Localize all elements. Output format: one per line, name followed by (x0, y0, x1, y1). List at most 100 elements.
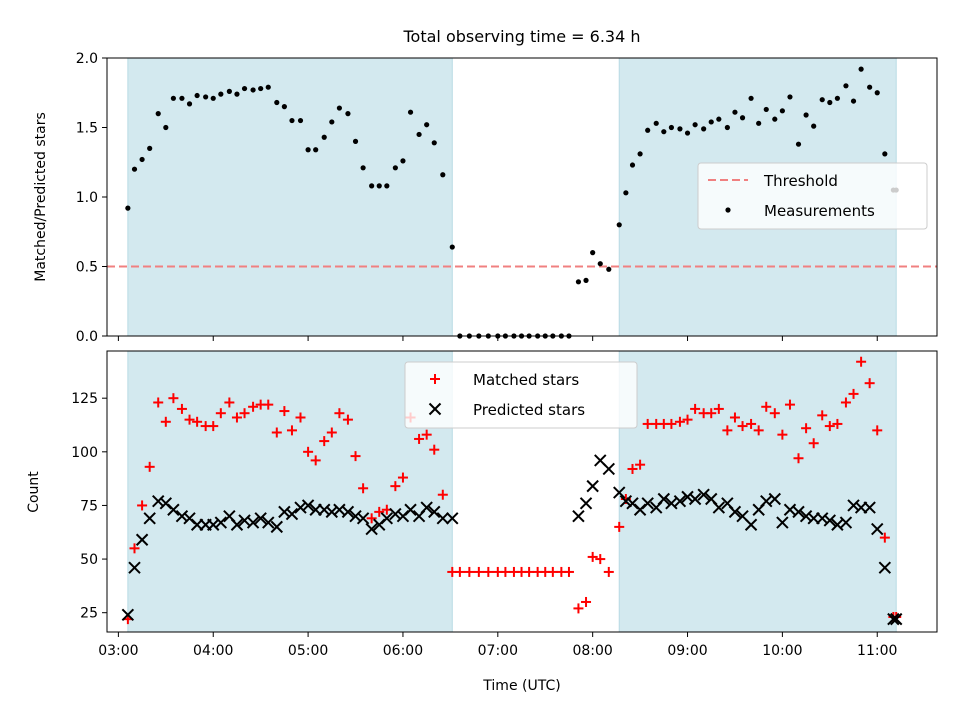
measurement-point (155, 111, 161, 117)
measurement-point (336, 105, 342, 111)
matched-point (587, 551, 598, 562)
matched-point (722, 425, 733, 436)
measurement-point (779, 108, 785, 114)
measurement-point (661, 129, 667, 135)
legend-matched-label: Matched stars (473, 371, 579, 389)
measurement-point (867, 84, 873, 90)
matched-star-points (122, 356, 902, 625)
matched-point (454, 566, 465, 577)
measurement-point (874, 90, 880, 96)
predicted-point (823, 514, 837, 527)
predicted-point (167, 503, 180, 516)
matched-point (674, 416, 685, 427)
predicted-point (135, 533, 149, 546)
predicted-point (712, 501, 726, 514)
predicted-point (697, 488, 710, 501)
measurement-point (583, 277, 589, 283)
predicted-point (318, 503, 331, 516)
predicted-point (799, 509, 813, 523)
matched-point (729, 412, 740, 423)
matched-point (563, 566, 574, 577)
bottom-plot-frame (106, 350, 938, 633)
measurement-point (139, 156, 145, 163)
y-tick-label: 100 (71, 445, 98, 461)
measurement-point (623, 190, 629, 196)
matched-point (160, 416, 171, 427)
matched-point (437, 489, 448, 500)
measurement-point (345, 111, 351, 117)
predicted-point (262, 516, 275, 529)
top-legend: Threshold Measurements (697, 162, 928, 230)
measurement-point (858, 66, 864, 72)
y-tick-label: 50 (80, 552, 98, 568)
predicted-point (428, 505, 441, 519)
shaded-interval-1 (619, 351, 897, 632)
matched-point (231, 412, 242, 423)
matched-point (832, 418, 843, 429)
measurement-point (653, 120, 659, 126)
measurement-point (701, 126, 707, 132)
predicted-point (420, 501, 433, 514)
measurement-point (440, 172, 446, 178)
matched-point (824, 421, 835, 432)
predicted-point (143, 512, 156, 525)
matched-point (713, 403, 724, 414)
measurement-point (131, 166, 138, 172)
predicted-point (356, 512, 370, 525)
matched-point (595, 554, 606, 565)
measurement-point (125, 205, 131, 211)
x-tick-label: 05:00 (288, 643, 328, 659)
predicted-point (230, 518, 244, 531)
matched-point (208, 421, 219, 432)
matched-point (248, 401, 259, 412)
matched-point (334, 408, 345, 419)
measurement-point (321, 134, 327, 140)
predicted-point (285, 507, 299, 521)
matched-point (358, 483, 369, 494)
measurement-point (163, 124, 169, 131)
predicted-point (301, 499, 315, 512)
predicted-point (579, 497, 593, 510)
predicted-point (586, 479, 599, 493)
measurement-point (637, 151, 643, 157)
top-x-ticks (117, 336, 878, 341)
y-tick-label: 1.5 (76, 121, 98, 137)
measurement-point (203, 94, 209, 100)
measurement-point (606, 266, 612, 272)
predicted-point (878, 561, 892, 574)
measurement-point (732, 109, 738, 115)
measurement-point (708, 119, 714, 125)
measurement-point (352, 138, 359, 144)
matched-point (603, 566, 614, 577)
matched-point (737, 421, 748, 432)
predicted-point (207, 518, 220, 531)
matched-point (801, 423, 812, 434)
matched-point (350, 451, 361, 462)
matched-point (784, 399, 795, 410)
x-axis-label: Time (UTC) (482, 678, 560, 694)
measurement-point (739, 115, 746, 121)
measurement-point (645, 127, 651, 133)
measurement-point (629, 162, 636, 168)
measurement-point (811, 123, 817, 129)
predicted-point (641, 497, 654, 510)
matched-point (342, 414, 353, 425)
bottom-y-ticks: 25 50 75 100 125 (71, 391, 107, 622)
predicted-point (816, 512, 829, 525)
legend-box (697, 162, 928, 230)
matched-point (176, 403, 187, 414)
measurement-point (226, 88, 232, 94)
measurement-point (400, 158, 406, 164)
matched-point (642, 418, 653, 429)
predicted-point (673, 494, 687, 508)
matched-point (817, 410, 828, 421)
matched-point (840, 397, 851, 408)
measurement-point (431, 140, 437, 146)
predicted-point (863, 501, 876, 514)
measurement-point (258, 85, 264, 92)
predicted-point (278, 505, 291, 519)
x-tick-label: 04:00 (193, 643, 233, 659)
measurement-point (416, 131, 422, 138)
matched-point (581, 596, 592, 607)
